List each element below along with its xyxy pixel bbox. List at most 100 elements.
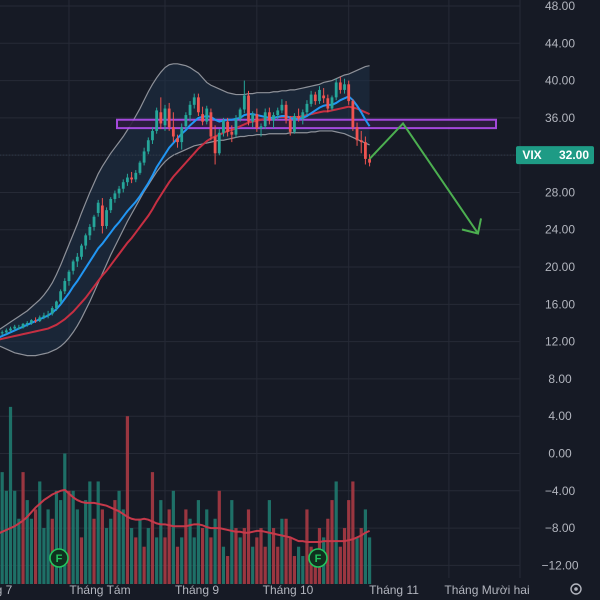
candle-body: [130, 177, 133, 180]
volume-bar: [238, 537, 242, 584]
volume-bar: [301, 556, 305, 584]
volume-bar: [75, 509, 79, 584]
price-candles: [0, 76, 371, 336]
candle-body: [205, 108, 209, 122]
candle-body: [343, 84, 346, 90]
volume-bar: [96, 481, 100, 584]
candle-body: [9, 328, 12, 331]
event-marker: [308, 548, 328, 568]
volume-bar: [355, 537, 359, 584]
candle-body: [217, 132, 221, 154]
grid-lines: [0, 0, 521, 578]
event-marker-label: F: [315, 553, 322, 565]
volume-bar: [242, 528, 246, 584]
candle-body: [21, 323, 25, 328]
candle-body: [188, 104, 192, 116]
volume-bar: [338, 546, 342, 584]
candle-body: [30, 320, 33, 323]
y-tick-label: 20.00: [545, 260, 575, 274]
x-tick-label: Tháng 9: [175, 583, 219, 597]
volume-bar: [342, 528, 347, 584]
candle-body: [209, 112, 213, 137]
volume-bar: [234, 528, 238, 584]
candle-body: [67, 271, 71, 282]
volume-bar: [130, 528, 134, 584]
volume-bar: [192, 537, 196, 584]
volume-bar: [4, 490, 8, 584]
projection-arrow[interactable]: [368, 121, 482, 235]
y-tick-label: 24.00: [545, 223, 575, 237]
candle-body: [146, 140, 150, 152]
candle-body: [80, 245, 83, 257]
volume-bar: [217, 490, 221, 584]
candle-body: [338, 82, 342, 90]
volume-bar: [8, 406, 13, 584]
candle-body: [117, 188, 121, 194]
candle-body: [297, 116, 300, 119]
volume-bar: [121, 509, 125, 584]
candle-body: [364, 142, 367, 159]
candle-body: [167, 108, 171, 128]
candle-body: [242, 95, 246, 110]
candle-body: [326, 98, 330, 109]
volume-bar: [63, 453, 67, 584]
candle-body: [50, 308, 54, 314]
time-axis[interactable]: g 7 Tháng Tám Tháng 9 Tháng 10 Tháng 11 Tháng…: [0, 583, 530, 597]
y-tick-label: −12.00: [541, 558, 578, 572]
candle-body: [59, 291, 63, 302]
volume-bar: [67, 490, 71, 584]
volume-bar: [205, 509, 209, 584]
candle-body: [238, 109, 242, 119]
volume-bar: [25, 500, 29, 584]
volume-bar: [180, 537, 184, 584]
candle-body: [184, 115, 188, 127]
volume-bar: [167, 509, 171, 584]
candle-body: [159, 112, 163, 124]
y-tick-label: 12.00: [545, 335, 575, 349]
volume-bar: [276, 546, 280, 584]
volume-bar: [363, 509, 367, 584]
candle-body: [0, 332, 4, 334]
band-fill: [0, 63, 370, 356]
y-tick-label: 36.00: [545, 111, 575, 125]
volume-moving-average: [0, 488, 370, 544]
candle-body: [355, 127, 359, 141]
volume-bar: [334, 481, 338, 584]
volume-bar: [59, 500, 63, 584]
candle-body: [34, 320, 37, 322]
volume-bar: [46, 509, 50, 584]
zone-rectangle: [116, 118, 497, 130]
candle-body: [163, 108, 167, 126]
volume-bar: [38, 481, 42, 584]
candle-body: [84, 235, 88, 246]
candle-body: [109, 198, 113, 211]
price-axis[interactable]: 48.00 44.00 40.00 36.00 28.00 24.00 20.00 16.00…: [541, 0, 578, 572]
volume-bar: [359, 528, 363, 584]
gear-icon[interactable]: [570, 583, 582, 595]
candle-body: [155, 110, 159, 131]
candle-body: [313, 94, 317, 102]
candle-body: [201, 114, 204, 122]
candle-body: [75, 256, 79, 262]
resistance-zone[interactable]: [116, 118, 497, 130]
y-tick-label: 0.00: [548, 446, 572, 460]
candle-body: [288, 119, 292, 132]
candle-body: [272, 115, 275, 121]
volume-bar: [292, 556, 297, 584]
volume-bar: [17, 518, 21, 584]
volume-bar: [230, 500, 234, 584]
x-tick-label: g 7: [0, 583, 13, 597]
candle-body: [213, 136, 217, 154]
volume-bar: [251, 546, 255, 584]
volume-bar: [209, 537, 213, 584]
volume-bar: [280, 518, 284, 584]
volume-bar: [113, 500, 117, 584]
candle-body: [46, 314, 50, 316]
candle-body: [222, 120, 225, 133]
price-badge-background: [516, 146, 594, 165]
volume-bar: [84, 500, 88, 584]
volume-bar: [125, 416, 130, 584]
